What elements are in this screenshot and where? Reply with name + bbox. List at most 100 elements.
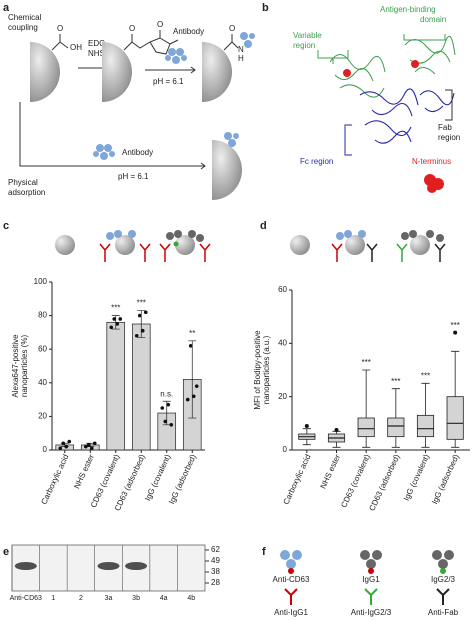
y-tick-label: 80 [38, 311, 47, 320]
data-point [191, 394, 196, 399]
bracket [317, 50, 349, 64]
legend-label: Anti-IgG1 [274, 608, 308, 617]
data-point [185, 397, 190, 402]
data-point [166, 402, 171, 407]
significance-label: *** [361, 358, 370, 367]
box [387, 417, 405, 438]
data-point [64, 444, 69, 449]
outlier [453, 330, 458, 335]
data-point [163, 419, 168, 424]
x-tick-label: Carboxylic acid [281, 453, 312, 506]
band [14, 562, 37, 570]
significance-label: *** [391, 377, 400, 386]
data-point [160, 406, 165, 410]
legend-label: Anti-Fab [428, 608, 459, 617]
data-point [58, 446, 63, 451]
panel-a: Chemical coupling OH O EDC– NHS O O Anti… [8, 13, 255, 200]
label: Chemical [8, 13, 42, 22]
label: pH = 6.1 [153, 77, 184, 86]
label: N-terminus [412, 157, 451, 166]
arrowhead [190, 66, 196, 74]
data-point [188, 344, 193, 348]
antibody-icon [224, 132, 239, 147]
y-axis-label: MFI of Bodipy-positive [253, 330, 262, 410]
n-terminus-mark [411, 60, 419, 68]
significance-label: n.s. [160, 389, 173, 398]
marker-label: 28 [211, 578, 220, 587]
significance-label: ** [189, 329, 195, 338]
arrowhead [200, 162, 206, 170]
data-point [137, 313, 142, 318]
marker-label: 38 [211, 567, 220, 576]
data-point [61, 441, 66, 446]
label: Antigen-binding [380, 5, 436, 14]
panel-f-icons [280, 550, 454, 605]
legend-label: IgG1 [362, 575, 380, 584]
y-tick-label: 40 [278, 338, 287, 347]
panel-label: e [3, 546, 9, 558]
label: coupling [8, 23, 38, 32]
y-tick-label: 40 [38, 378, 47, 387]
bead [202, 42, 232, 102]
panel-label: f [262, 546, 266, 558]
bond [51, 34, 69, 51]
band [125, 562, 148, 570]
x-tick-label: IgG (covalent) [143, 453, 173, 503]
n-terminus-icon [424, 174, 444, 193]
marker-label: 49 [211, 556, 220, 565]
label: NHS [88, 49, 105, 58]
error-bar [111, 315, 120, 330]
data-point [92, 441, 97, 446]
label: OH [70, 43, 82, 52]
significance-label: *** [450, 321, 459, 330]
lane-label: 1 [51, 595, 55, 602]
n-terminus-mark [343, 69, 351, 77]
significance-label: *** [111, 304, 120, 313]
box [357, 417, 375, 438]
label: EDC– [88, 39, 110, 48]
label: region [293, 41, 315, 50]
box [446, 396, 464, 440]
data-point [169, 423, 174, 427]
label: O [129, 24, 135, 33]
antibody-icon [240, 32, 255, 48]
panel-label: d [260, 220, 267, 232]
lane-label: 2 [79, 595, 83, 602]
y-tick-label: 20 [278, 392, 287, 401]
panel-label: b [262, 2, 269, 14]
x-tick-label: CD63 (adsorbed) [367, 453, 401, 513]
antibody-icon [165, 48, 187, 64]
label: N [238, 45, 244, 54]
data-point [67, 439, 72, 444]
bead [102, 42, 132, 102]
label: Antibody [173, 27, 204, 36]
data-point [89, 446, 94, 451]
outlier [334, 428, 339, 432]
x-tick-label: Carboxylic acid [39, 453, 70, 506]
data-point [83, 444, 88, 449]
label: region [438, 133, 460, 142]
label: O [229, 24, 235, 33]
x-tick-label: CD63 (covalent) [339, 453, 372, 509]
y-tick-label: 20 [38, 412, 47, 421]
lane-label: 3b [132, 595, 140, 602]
y-tick-label: 100 [34, 277, 48, 286]
label: domain [420, 15, 446, 24]
y-tick-label: 60 [38, 344, 47, 353]
panel-label: c [3, 220, 9, 232]
data-point [115, 322, 120, 326]
label: Fab [438, 123, 452, 132]
bracket [344, 124, 352, 156]
lane-label: 3a [105, 595, 113, 602]
error-bar [188, 340, 197, 419]
y-axis-label: nanoparticles (a.u.) [262, 335, 271, 404]
label: pH = 6.1 [118, 172, 149, 181]
data-point [194, 384, 199, 388]
panel-b: Variable region Antigen-binding domain F… [293, 5, 460, 193]
y-axis-label: nanoparticles (%) [20, 335, 29, 398]
data-point [109, 325, 114, 330]
legend-label: Anti-CD63 [273, 575, 310, 584]
y-axis-label: Alexa647-positive [11, 334, 20, 398]
bracket [445, 89, 453, 121]
fc-ribbon [359, 88, 455, 144]
